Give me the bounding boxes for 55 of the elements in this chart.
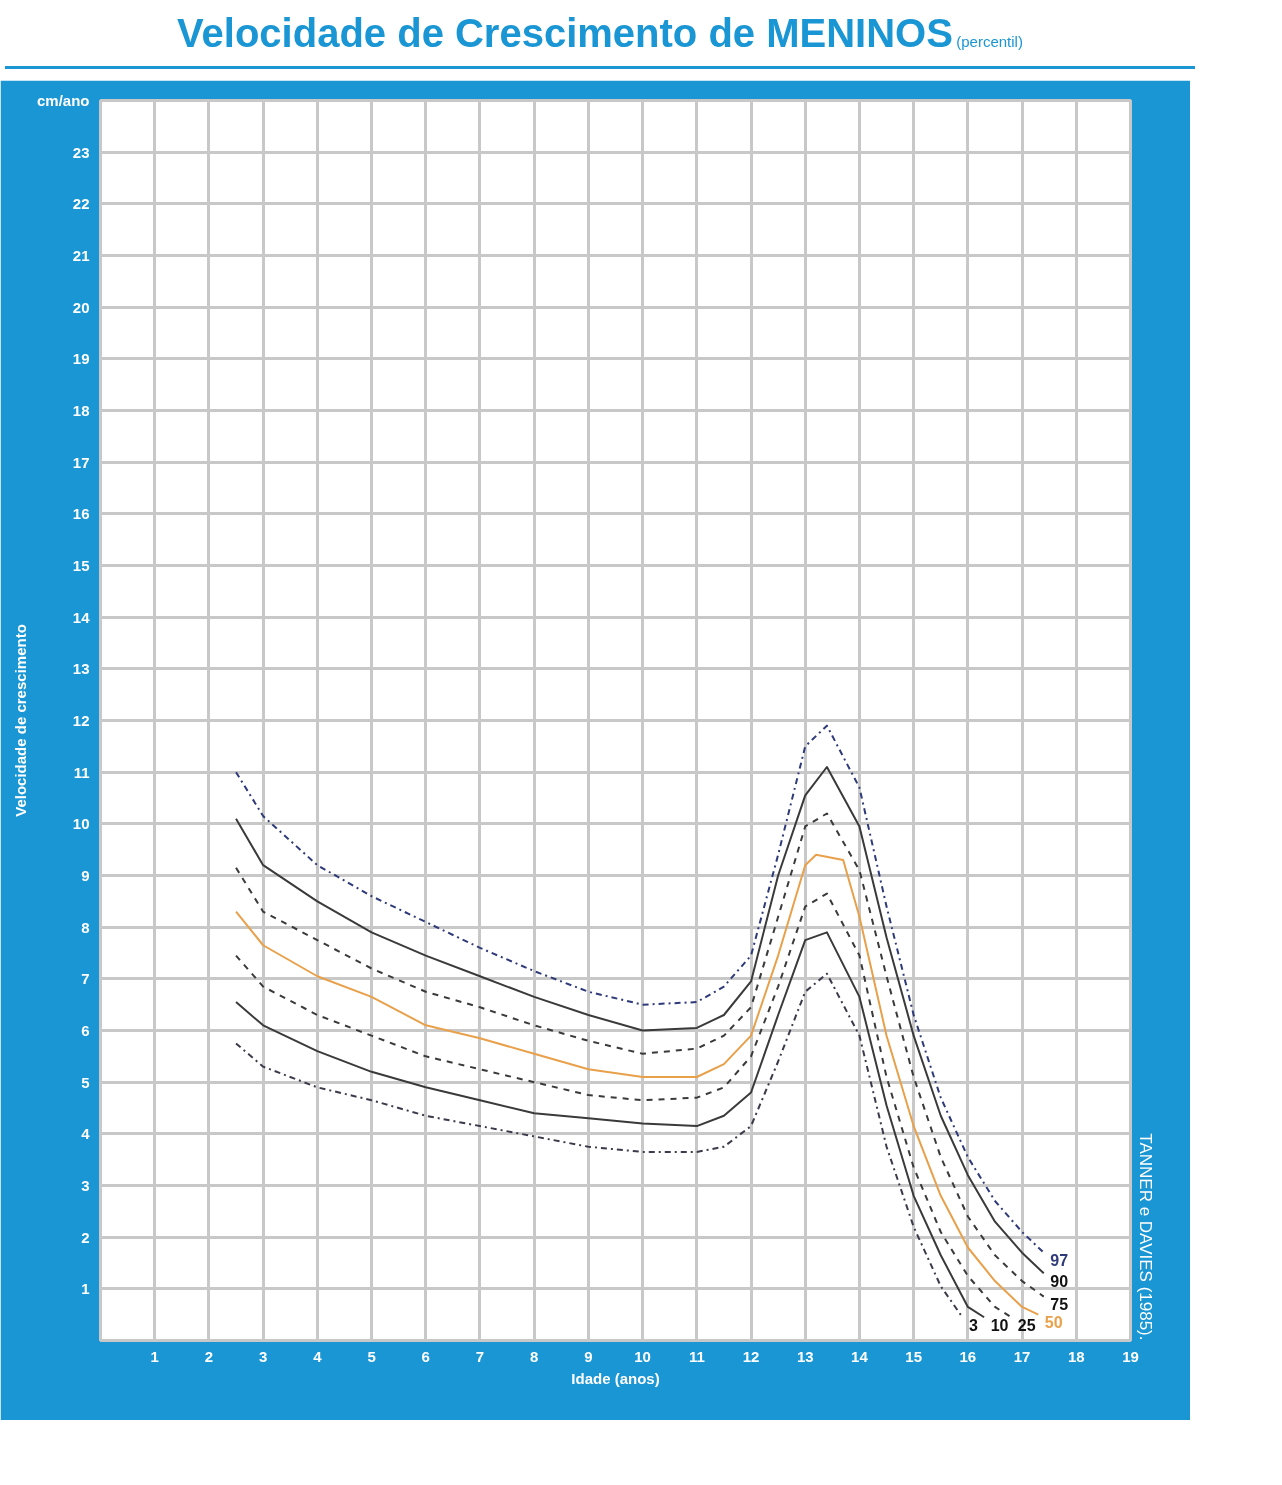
y-tick-label: 22 (72, 195, 90, 213)
y-tick-label: 1 (81, 1280, 90, 1298)
y-tick-label: 14 (72, 608, 91, 626)
y-tick-label: 23 (72, 143, 90, 161)
y-tick-label: 16 (72, 505, 90, 523)
series-label: 25 (1017, 1317, 1036, 1334)
y-tick-label: 4 (81, 1125, 91, 1143)
y-tick-label: 7 (81, 970, 90, 988)
chart-subtitle: (percentil) (956, 33, 1023, 50)
x-tick-label: 8 (530, 1347, 539, 1365)
y-tick-label: 10 (72, 815, 90, 833)
y-tick-label: 3 (81, 1177, 90, 1194)
x-tick-label: 14 (851, 1347, 869, 1365)
x-tick-label: 16 (959, 1347, 977, 1365)
y-tick-label: 12 (72, 712, 90, 729)
x-tick-label: 18 (1067, 1347, 1085, 1365)
text: TANNER e DAVIES (1985). (1135, 1133, 1155, 1341)
series-label: 50 (1044, 1314, 1063, 1332)
y-tick-label: 2 (81, 1228, 90, 1246)
y-tick-label: 9 (81, 867, 90, 884)
y-tick-label: 13 (72, 660, 90, 678)
y-tick-label: 15 (72, 557, 90, 574)
y-tick-label: 11 (73, 763, 90, 781)
x-tick-label: 17 (1013, 1347, 1031, 1365)
x-tick-label: 2 (204, 1347, 214, 1365)
y-axis-title: Velocidade de crescimento (11, 624, 29, 817)
x-tick-label: 5 (367, 1347, 376, 1365)
x-tick-label: 9 (584, 1347, 593, 1365)
x-tick-label: 4 (313, 1347, 323, 1365)
x-tick-label: 1 (150, 1347, 159, 1365)
series-label: 75 (1050, 1296, 1069, 1314)
series-label: 10 (990, 1317, 1009, 1334)
x-tick-label: 19 (1122, 1347, 1139, 1365)
x-axis-title: Idade (anos) (571, 1369, 660, 1387)
x-tick-label: 10 (634, 1347, 651, 1365)
series-label: 90 (1050, 1273, 1069, 1291)
y-tick-label: 18 (72, 402, 90, 419)
x-tick-label: 3 (258, 1347, 268, 1365)
y-tick-label: 19 (72, 350, 90, 368)
x-tick-label: 12 (742, 1347, 760, 1365)
series-label: 97 (1050, 1252, 1069, 1270)
y-tick-label: cm/ano (36, 92, 90, 109)
y-tick-label: 21 (72, 247, 90, 264)
x-tick-label: 15 (905, 1347, 922, 1365)
x-tick-label: 11 (688, 1347, 705, 1365)
y-tick-label: 20 (72, 298, 90, 316)
chart-title: Velocidade de Crescimento de MENINOS (177, 11, 953, 55)
series-label: 3 (968, 1317, 978, 1334)
y-tick-label: 17 (72, 453, 90, 471)
y-tick-label: 6 (81, 1022, 90, 1039)
x-tick-label: 7 (475, 1347, 485, 1365)
x-tick-label: 6 (421, 1347, 430, 1365)
y-tick-label: 8 (81, 918, 90, 936)
x-tick-label: 13 (796, 1347, 814, 1365)
y-tick-label: 5 (81, 1073, 90, 1091)
